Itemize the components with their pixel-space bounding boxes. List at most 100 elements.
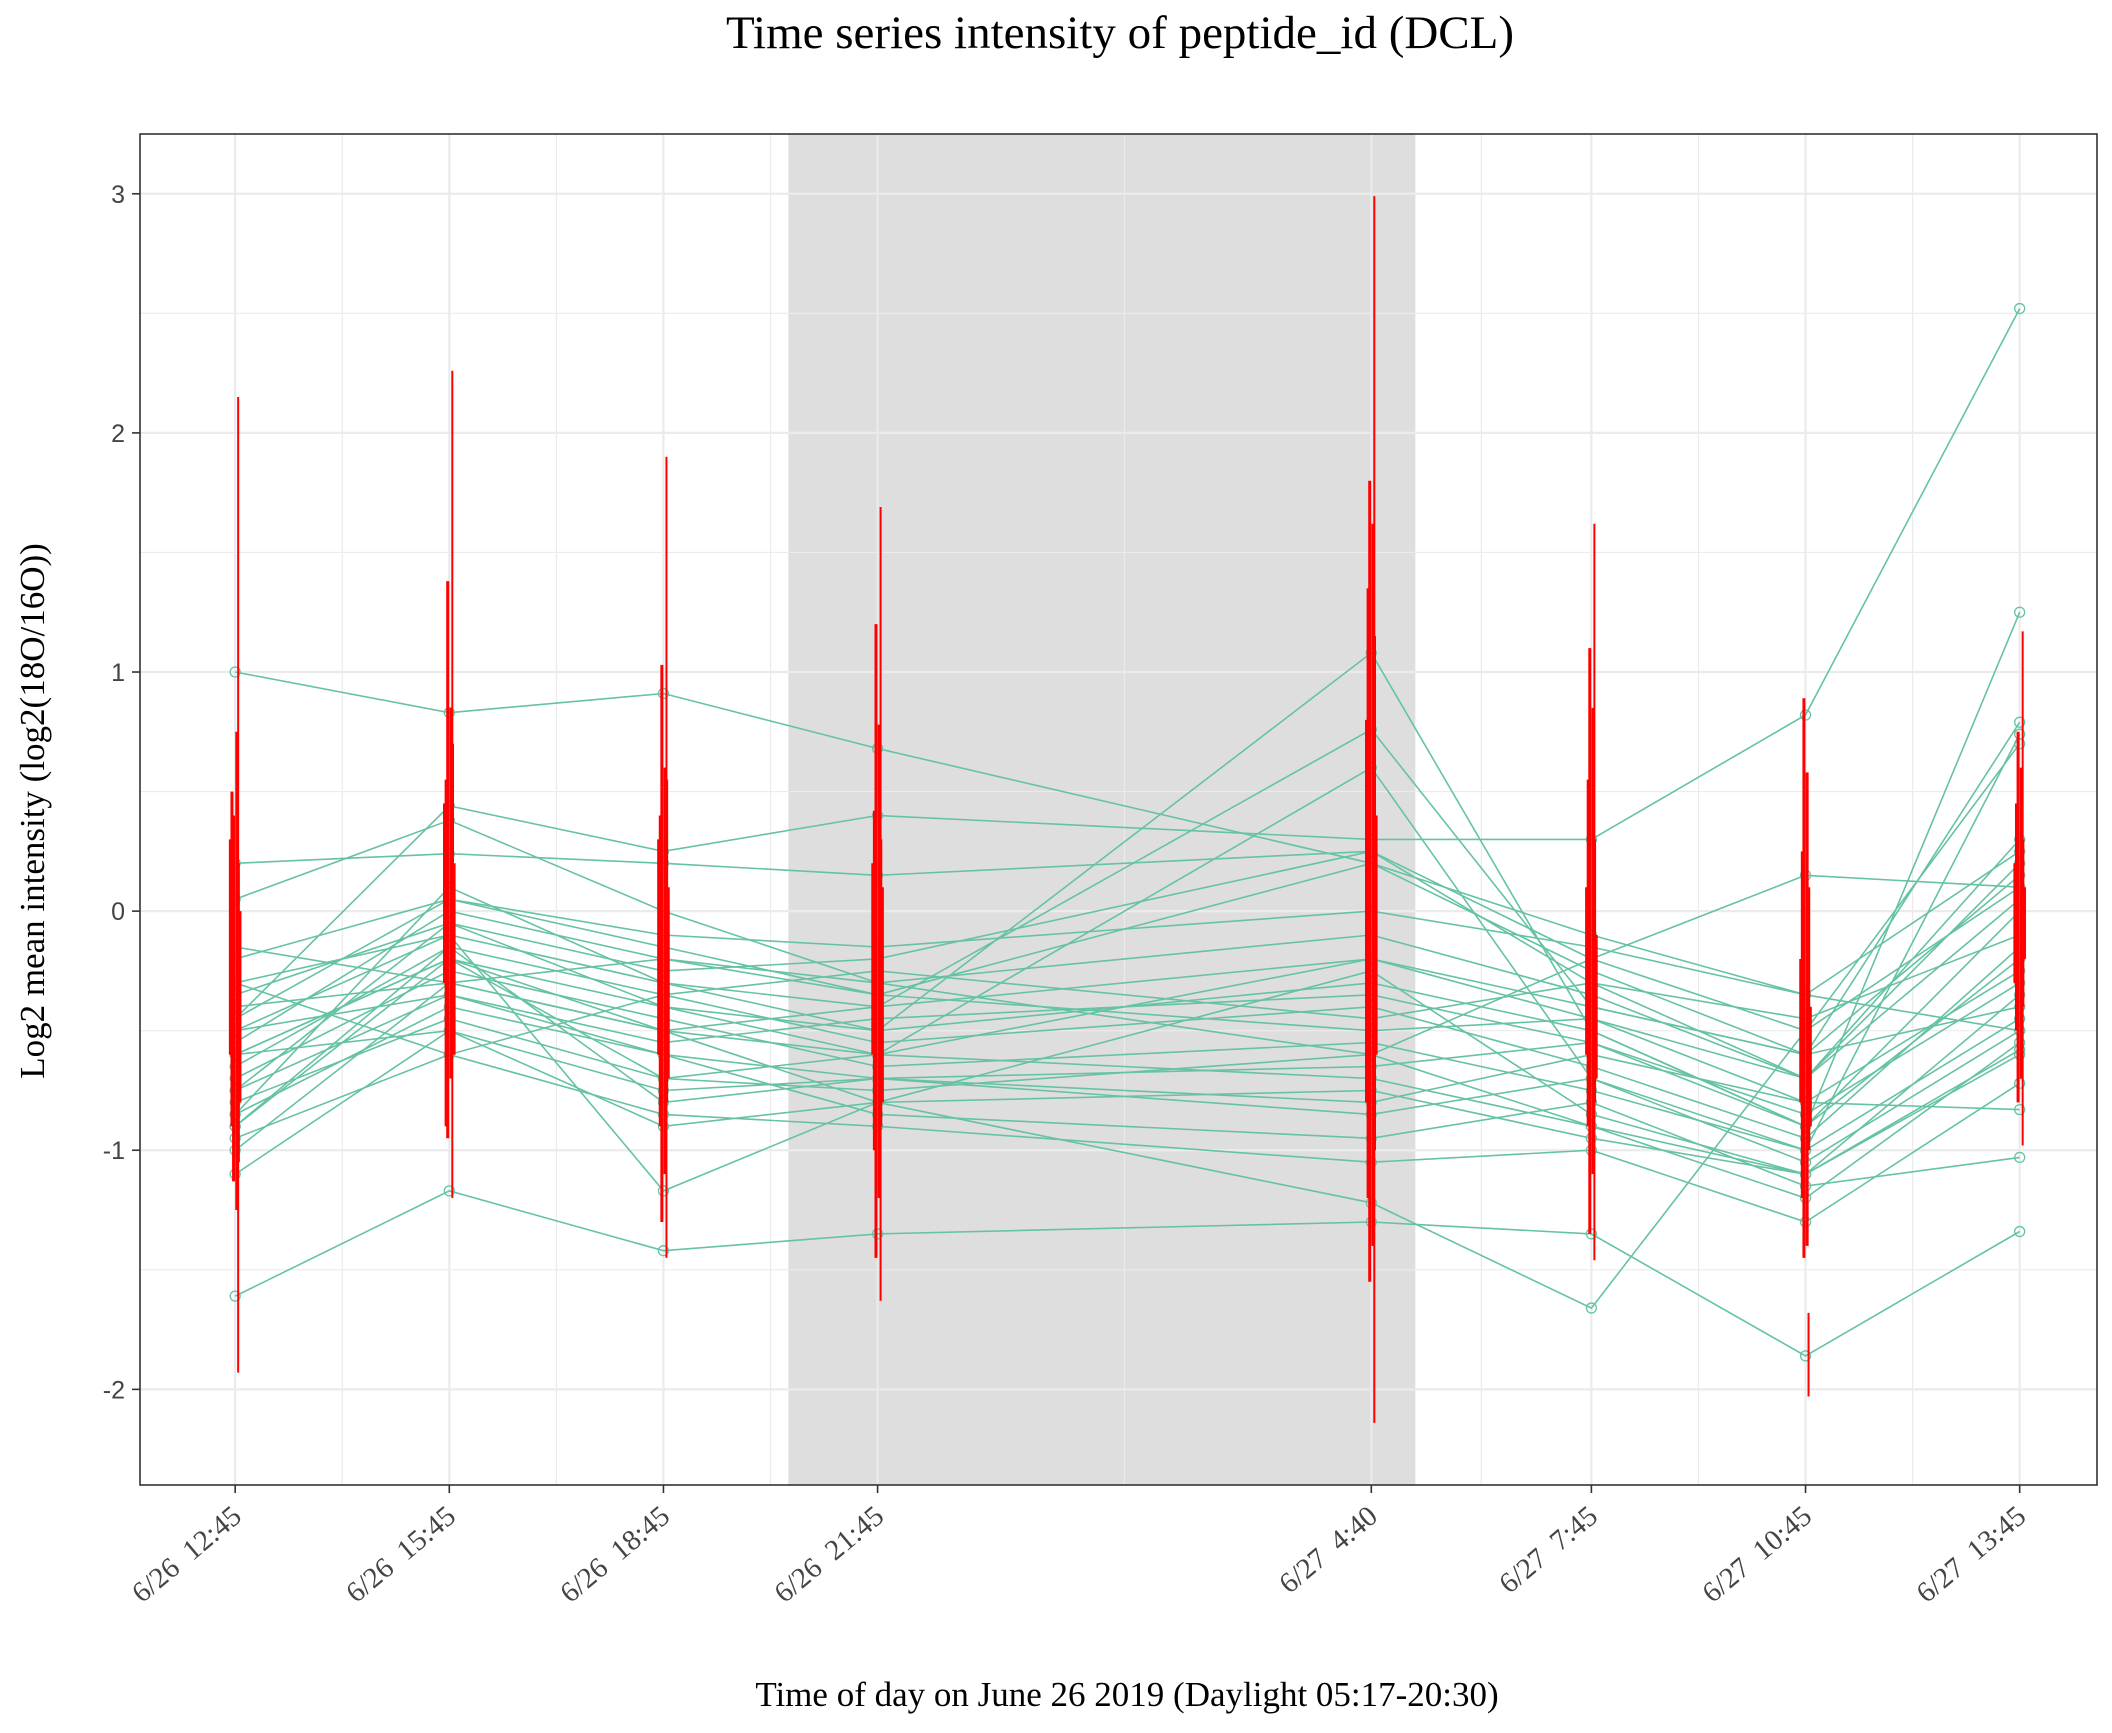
series-point: [2014, 1077, 2026, 1089]
x-tick-label: 6/27 4:40: [1273, 1500, 1384, 1600]
series-point: [1799, 709, 1812, 721]
series-line: [235, 1029, 2021, 1176]
series-point: [1365, 1197, 1377, 1209]
series-line-layer: [234, 308, 2021, 1357]
series-point: [871, 1228, 884, 1240]
series-point: [1585, 1120, 1598, 1132]
series-point: [1799, 1132, 1812, 1144]
series-point: [1365, 647, 1377, 659]
series-line: [234, 862, 2021, 1056]
x-tick-label: 6/26 15:45: [340, 1500, 462, 1609]
series-line: [234, 308, 2021, 1020]
series-point: [1585, 1228, 1598, 1240]
series-line: [235, 934, 2020, 1056]
series-point: [229, 1120, 241, 1132]
series-point: [1365, 1108, 1377, 1121]
series-point: [1585, 1144, 1598, 1156]
series-point: [2014, 1001, 2026, 1013]
y-tick-label: 3: [111, 181, 125, 209]
series-point: [1585, 1096, 1598, 1109]
series-point: [229, 1168, 241, 1180]
x-tick-label: 6/27 7:45: [1493, 1500, 1604, 1600]
x-tick-label: 6/27 13:45: [1910, 1500, 2032, 1609]
series-point: [1799, 1156, 1812, 1168]
series-line: [234, 934, 2020, 1056]
series-point: [2014, 738, 2026, 750]
series-point: [657, 687, 670, 700]
series-point: [229, 1290, 241, 1302]
x-tick-label: 6/26 18:45: [554, 1500, 676, 1609]
series-point: [871, 742, 884, 755]
series-point: [1799, 1180, 1812, 1192]
y-tick-label: -2: [103, 1376, 125, 1404]
x-axis-title: Time of day on June 26 2019 (Daylight 05…: [755, 1675, 1498, 1714]
series-point: [657, 1084, 670, 1097]
series-point: [1799, 869, 1812, 881]
series-line: [235, 946, 2021, 1104]
series-point: [2014, 833, 2026, 846]
series-point: [1799, 1144, 1812, 1156]
series-point: [2014, 1025, 2026, 1037]
series-point: [657, 1185, 670, 1197]
y-axis: -2 -1 0 1 2 3: [103, 181, 140, 1404]
series-line: [234, 838, 2021, 1092]
series-line: [234, 819, 2020, 1056]
series-line: [234, 1053, 2021, 1223]
series-point: [2014, 1048, 2026, 1061]
y-axis-title: Log2 mean intensity (log2(18O/16O)): [13, 543, 52, 1079]
series-point: [2014, 845, 2026, 857]
series-point: [1365, 1132, 1377, 1144]
series-point: [657, 1108, 670, 1121]
series-point: [1799, 1216, 1812, 1228]
series-point: [871, 809, 884, 822]
panel-border: [139, 133, 2098, 1486]
series-point: [871, 1108, 884, 1121]
series-point: [657, 1120, 670, 1132]
series-point: [443, 707, 455, 719]
series-line: [234, 970, 2021, 1176]
series-point: [229, 1132, 241, 1144]
series-point: [1799, 1168, 1812, 1180]
series-point: [1585, 1302, 1598, 1314]
series-point: [2014, 606, 2026, 618]
series-line: [234, 850, 2021, 1032]
series-point: [229, 1144, 241, 1156]
series-point: [657, 1096, 670, 1109]
series-point: [2014, 989, 2026, 1001]
series-line: [234, 1190, 2021, 1357]
series-point: [443, 1185, 455, 1197]
gridline-layer: [140, 134, 2097, 1485]
x-tick-label: 6/27 10:45: [1696, 1500, 1818, 1609]
error-bar-layer: [228, 196, 2026, 1423]
series-point: [1585, 1084, 1598, 1097]
series-line: [234, 898, 2021, 1080]
y-tick-label: -1: [103, 1137, 125, 1165]
series-line: [235, 671, 2020, 1032]
series-point: [871, 1120, 884, 1132]
x-axis: 6/26 12:45 6/26 15:45 6/26 18:45 6/26 21:45…: [126, 1485, 2032, 1609]
series-point: [2014, 1151, 2026, 1164]
series-point: [2014, 1036, 2026, 1049]
y-tick-label: 0: [111, 898, 125, 926]
series-point: [657, 1245, 670, 1257]
series-line: [234, 910, 2021, 1128]
series-line: [234, 993, 2020, 1187]
series-line: [234, 1029, 2020, 1175]
series-point: [229, 1108, 241, 1121]
series-point: [1799, 1192, 1812, 1204]
x-tick-label: 6/26 21:45: [768, 1500, 890, 1609]
series-point: [1585, 833, 1598, 846]
series-line: [234, 743, 2021, 1310]
series-point: [1585, 1132, 1598, 1144]
series-point: [229, 666, 241, 678]
series-point: [2014, 1225, 2026, 1238]
series-point: [1585, 1108, 1598, 1121]
series-point: [2014, 1013, 2026, 1025]
x-tick-label: 6/26 12:45: [126, 1500, 248, 1609]
series-point: [2014, 1044, 2026, 1056]
series-point: [2014, 716, 2026, 728]
series-point: [1365, 1216, 1377, 1228]
night-shading-band: [788, 134, 1416, 1485]
